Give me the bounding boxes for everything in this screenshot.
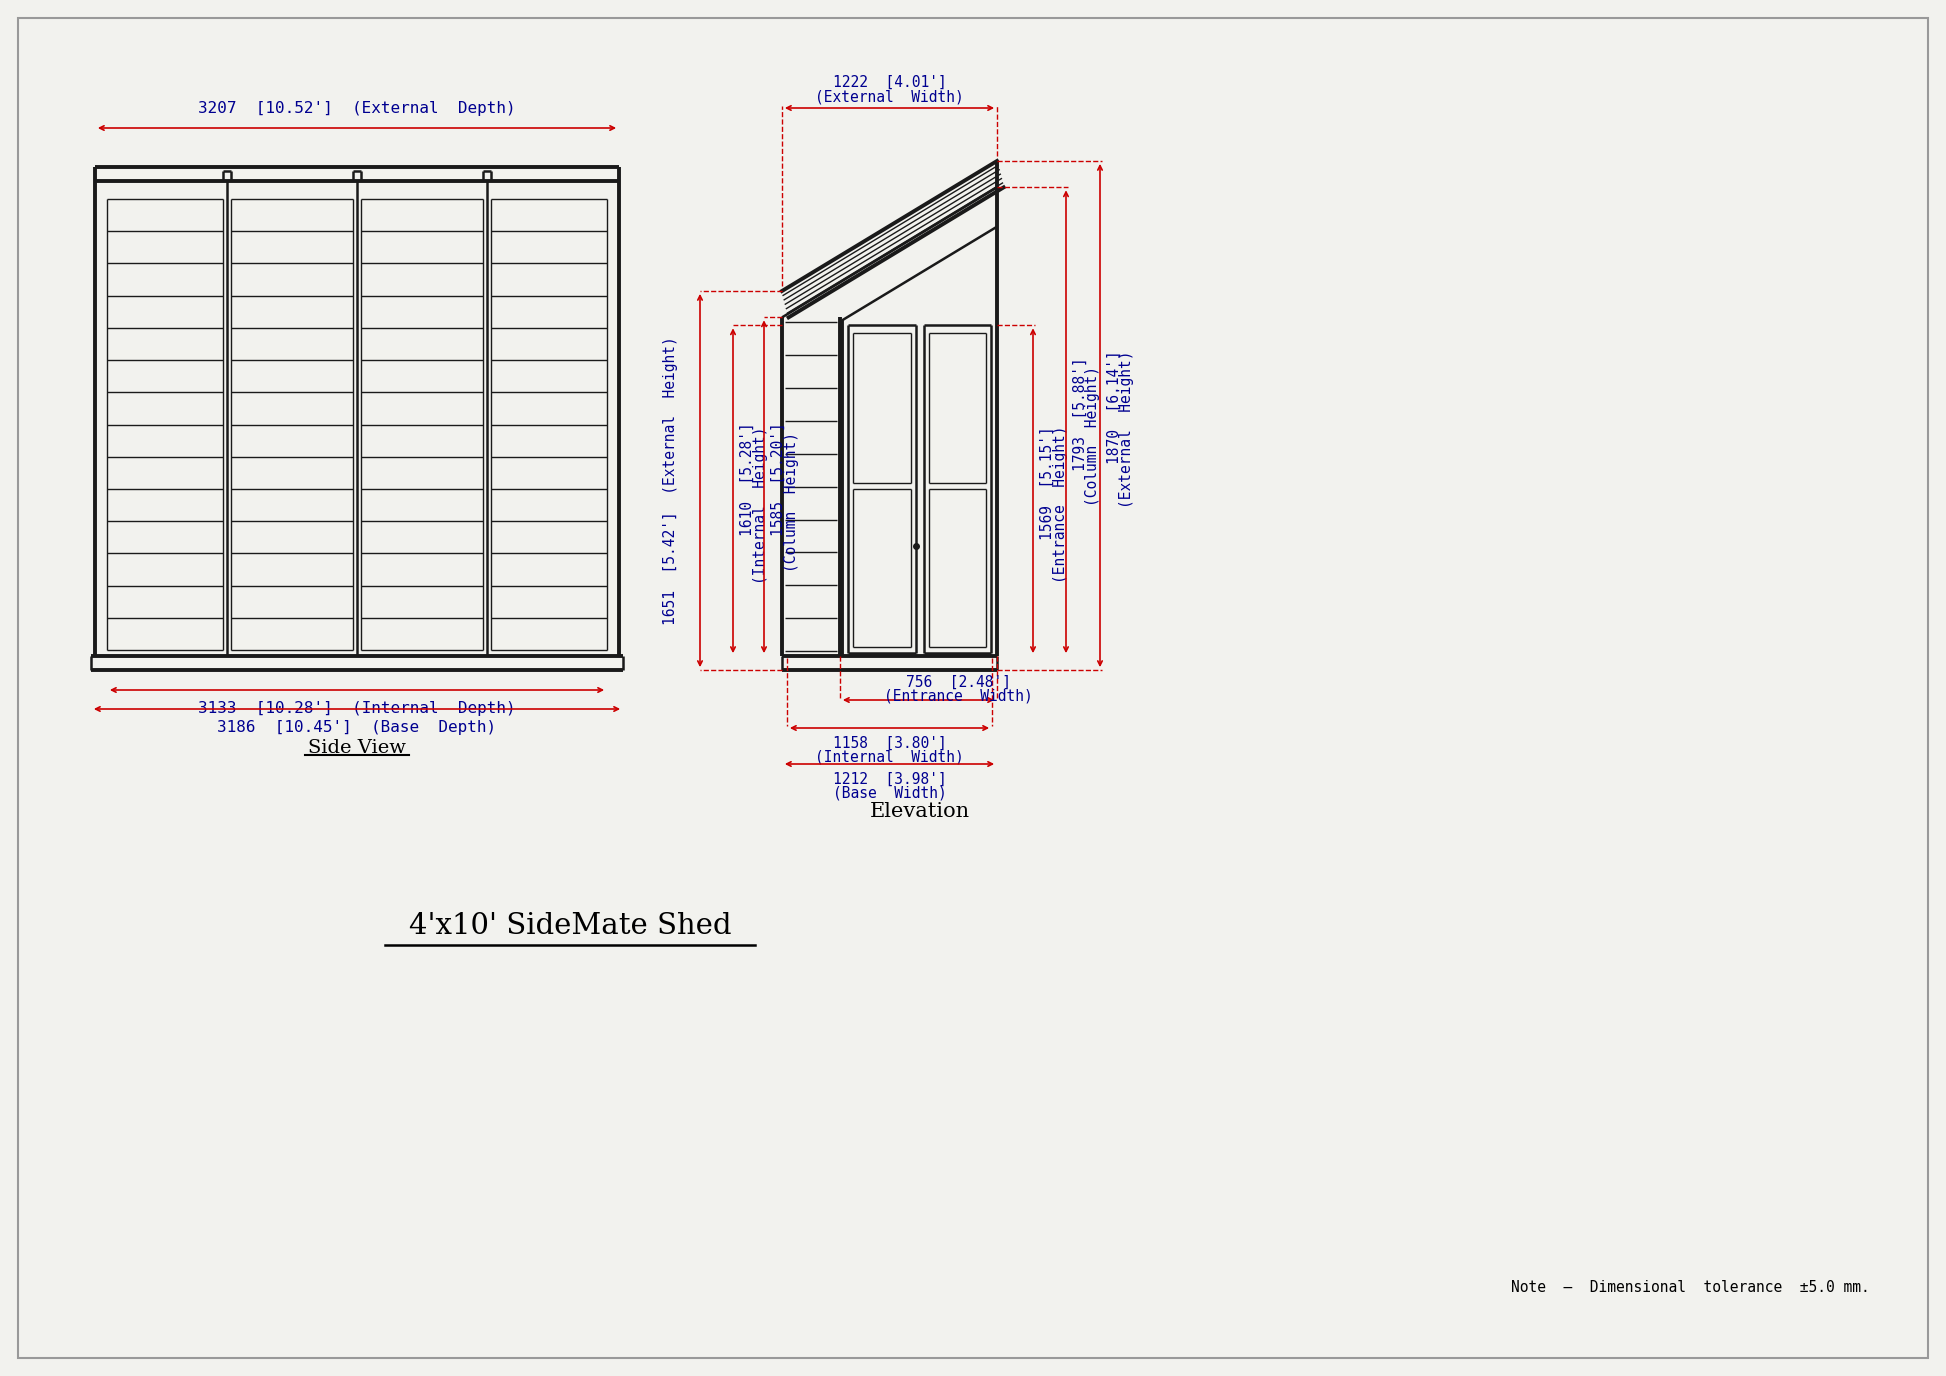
Text: 1212  [3.98']: 1212 [3.98'] [833,772,946,787]
Text: 3207  [10.52']  (External  Depth): 3207 [10.52'] (External Depth) [198,100,516,116]
Text: (Internal  Height): (Internal Height) [753,427,767,585]
Text: 1870  [6.14']: 1870 [6.14'] [1107,351,1121,464]
Text: 3186  [10.45']  (Base  Depth): 3186 [10.45'] (Base Depth) [218,720,496,735]
Text: 4'x10' SideMate Shed: 4'x10' SideMate Shed [409,912,732,940]
Text: 1793  [5.88']: 1793 [5.88'] [1072,356,1088,471]
Text: 1222  [4.01']: 1222 [4.01'] [833,74,946,89]
Text: 1585  [5.20']: 1585 [5.20'] [771,422,786,535]
Text: (Base  Width): (Base Width) [833,786,946,801]
Text: Side View: Side View [307,739,407,757]
Text: 756  [2.48']: 756 [2.48'] [907,674,1012,689]
Text: (Internal  Width): (Internal Width) [815,750,963,765]
Text: 1651  [5.42']  (External  Height): 1651 [5.42'] (External Height) [662,336,677,625]
Text: (External  Height): (External Height) [1119,351,1135,508]
Text: (External  Width): (External Width) [815,89,963,105]
Text: 1610  [5.28']: 1610 [5.28'] [739,422,755,535]
Text: (Entrance  Height): (Entrance Height) [1053,427,1068,583]
Text: (Entrance  Width): (Entrance Width) [883,688,1033,703]
Text: 1158  [3.80']: 1158 [3.80'] [833,736,946,750]
Text: Elevation: Elevation [870,801,969,820]
Text: (Column  Height): (Column Height) [784,432,798,571]
Text: (Column  Height): (Column Height) [1086,366,1101,506]
Text: 3133  [10.28']  (Internal  Depth): 3133 [10.28'] (Internal Depth) [198,700,516,716]
Text: 1569  [5.15']: 1569 [5.15'] [1039,425,1055,539]
Text: Note  –  Dimensional  tolerance  ±5.0 mm.: Note – Dimensional tolerance ±5.0 mm. [1512,1281,1870,1295]
